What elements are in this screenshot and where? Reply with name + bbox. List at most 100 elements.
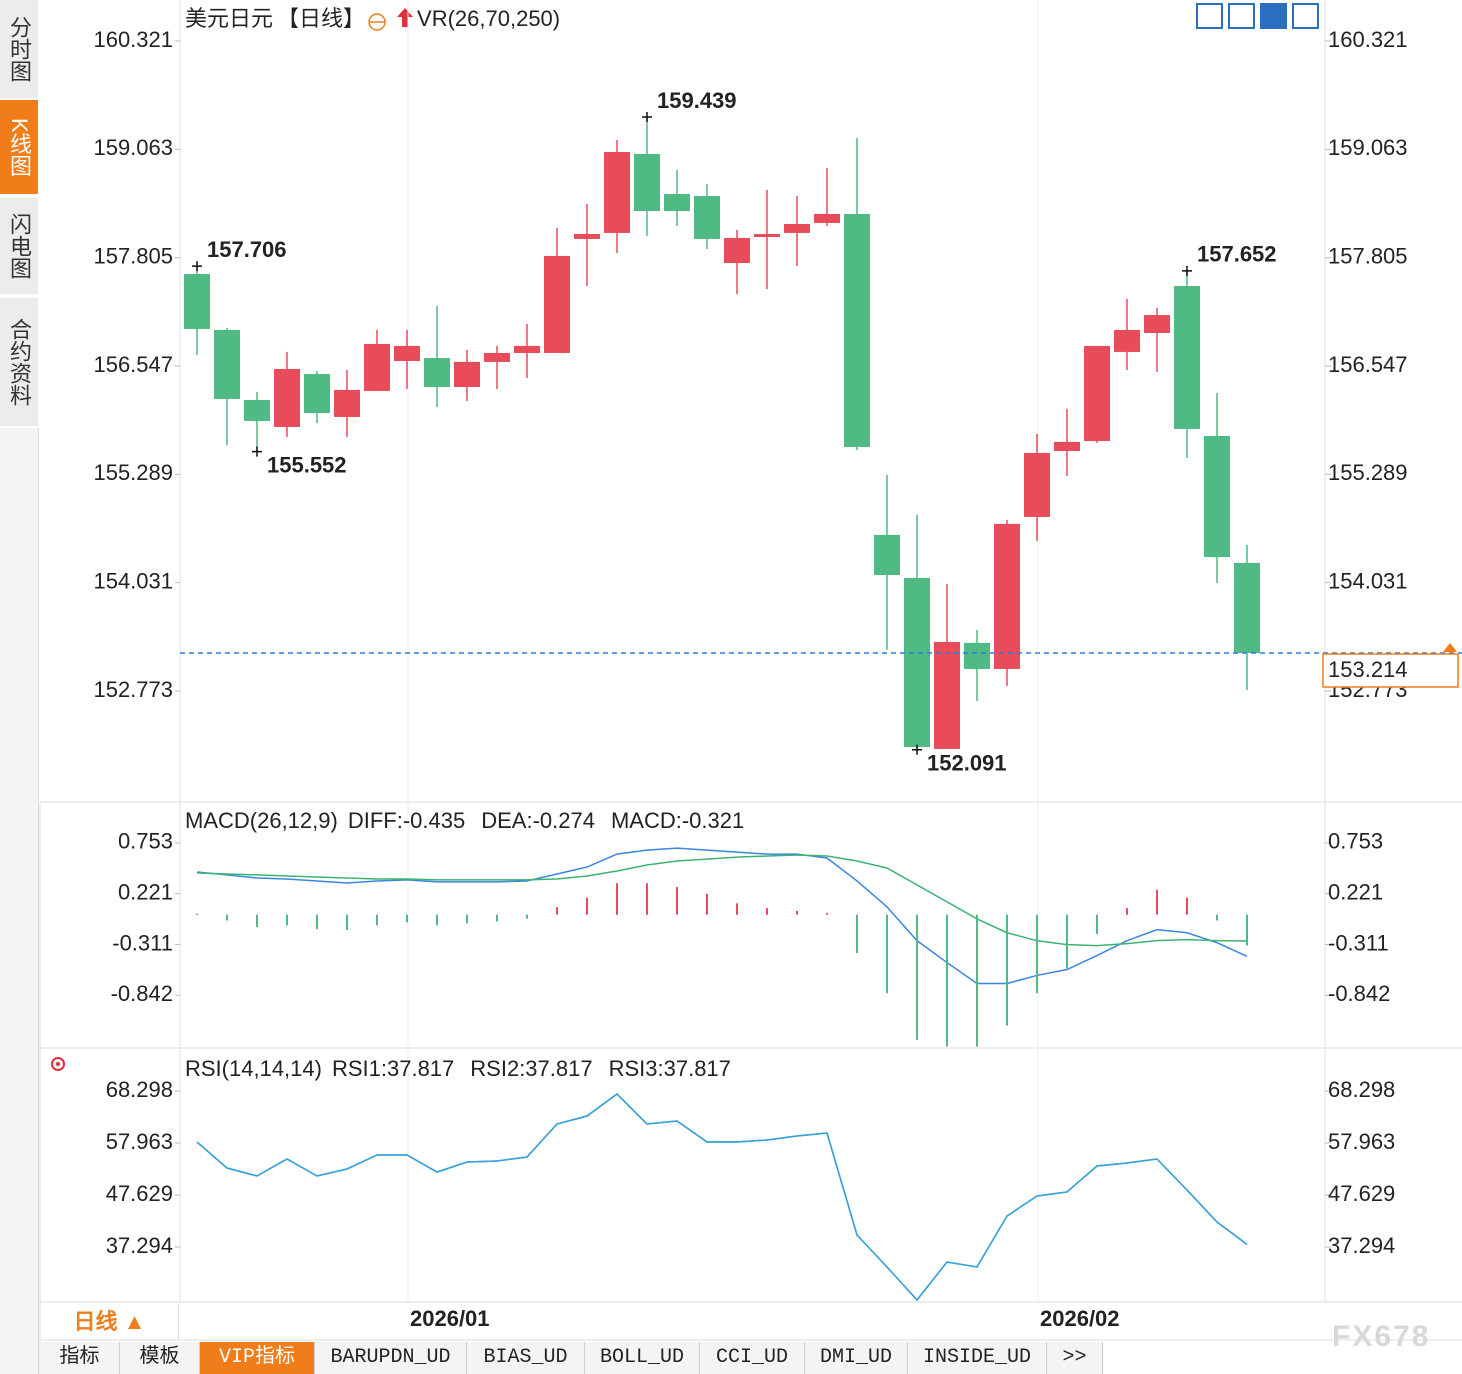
current-price-box [1322, 653, 1459, 688]
tab[interactable]: >> [1047, 1342, 1103, 1374]
extreme-label: 155.552 [267, 452, 347, 477]
candle-body [874, 534, 900, 575]
tab[interactable]: BARUPDN_UD [315, 1342, 467, 1374]
y-tick-label: 57.963 [1328, 1129, 1395, 1154]
y-tick-label: 0.753 [1328, 829, 1383, 854]
extreme-marker [912, 744, 922, 755]
rsi-line [196, 1093, 1248, 1302]
candle-body [1054, 441, 1080, 451]
candle-body [1234, 562, 1260, 654]
candle-body [304, 373, 330, 414]
legend-entry: DIFF:-0.435 [348, 808, 465, 833]
tab[interactable]: VIP指标 [200, 1342, 315, 1374]
settings-icon[interactable] [51, 1057, 65, 1071]
extreme-marker [252, 446, 262, 457]
indicator-label: VR(26,70,250) [417, 6, 560, 31]
extreme-label: 157.652 [1197, 242, 1277, 267]
y-tick-label: 154.031 [1328, 568, 1408, 593]
y-tick-label: 157.805 [1328, 243, 1408, 268]
period-label: 【日线】 [277, 6, 365, 31]
extreme-label: 159.439 [657, 88, 737, 113]
sidebar-fill [0, 428, 39, 1374]
tab[interactable]: INSIDE_UD [908, 1342, 1047, 1374]
sidebar-tab[interactable]: K线图 [0, 100, 38, 196]
candle-body [544, 255, 570, 353]
toolbar[interactable] [1196, 3, 1319, 29]
candle-body [784, 223, 810, 233]
tab[interactable]: CCI_UD [700, 1342, 805, 1374]
y-tick-label: 68.298 [1328, 1077, 1395, 1102]
y-tick-label: -0.842 [111, 981, 173, 1006]
legend-entry: MACD:-0.321 [611, 808, 744, 833]
price-arrow [1443, 643, 1457, 652]
candle-body [514, 345, 540, 353]
settings-icon-dot [56, 1062, 60, 1066]
candle-body [484, 352, 510, 362]
y-tick-label: 154.031 [93, 568, 173, 593]
extreme-marker [642, 111, 652, 122]
y-tick-label: 160.321 [1328, 27, 1408, 52]
y-tick-label: 0.221 [118, 879, 173, 904]
y-tick-label: -0.311 [112, 930, 173, 955]
tool-icon[interactable] [1292, 3, 1319, 29]
candle-body [754, 233, 780, 237]
candle-body [634, 153, 660, 211]
candle-body [364, 343, 390, 391]
candle-body [814, 213, 840, 223]
legend-entry: DEA:-0.274 [481, 808, 595, 833]
candle-body [724, 237, 750, 263]
candle-body [994, 523, 1020, 669]
tab[interactable]: BIAS_UD [467, 1342, 585, 1374]
y-tick-label: 152.773 [93, 677, 173, 702]
y-tick-label: 160.321 [93, 27, 173, 52]
indicator-line [196, 854, 1248, 947]
y-tick-label: 159.063 [1328, 135, 1408, 160]
y-tick-label: -0.311 [1328, 930, 1389, 955]
tab[interactable]: BOLL_UD [585, 1342, 700, 1374]
y-tick-label: -0.842 [1328, 981, 1390, 1006]
tab[interactable]: DMI_UD [805, 1342, 908, 1374]
y-tick-label: 155.289 [93, 460, 173, 485]
legend-entry: RSI1:37.817 [332, 1056, 454, 1081]
candle-body [1084, 345, 1110, 441]
candle-body [244, 400, 270, 421]
legend-entry: RSI3:37.817 [609, 1056, 731, 1081]
candle-body [964, 642, 990, 669]
rsi-line [196, 1093, 1248, 1302]
y-tick-label: 68.298 [106, 1077, 173, 1102]
sidebar-tab[interactable]: 分时图 [0, 0, 38, 100]
candle-body [394, 345, 420, 361]
legend-title: MACD(26,12,9) [185, 808, 338, 833]
candle-body [334, 389, 360, 417]
chart-title: 美元日元 [185, 6, 273, 31]
rsi-line [196, 1093, 1248, 1302]
extreme-label: 152.091 [927, 751, 1007, 776]
legend-entry: RSI2:37.817 [470, 1056, 592, 1081]
candle-body [454, 361, 480, 387]
candle-body [904, 577, 930, 747]
tab[interactable]: 指标 [40, 1342, 120, 1374]
extreme-label: 157.706 [207, 237, 287, 262]
indicator-arrow [397, 8, 414, 27]
tab[interactable]: 模板 [120, 1342, 200, 1374]
candle-body [184, 274, 210, 329]
period-button[interactable]: 日线 ▲ [41, 1304, 179, 1340]
candle-body [694, 195, 720, 239]
tool-icon[interactable] [1196, 3, 1223, 29]
legend-title: RSI(14,14,14) [185, 1056, 322, 1081]
y-tick-label: 47.629 [1328, 1181, 1395, 1206]
y-tick-label: 37.294 [106, 1233, 173, 1258]
tool-icon[interactable] [1228, 3, 1255, 29]
y-tick-label: 0.221 [1328, 879, 1383, 904]
y-tick-label: 57.963 [106, 1129, 173, 1154]
candle-body [1144, 315, 1170, 334]
sidebar-tab[interactable]: 闪电图 [0, 198, 38, 296]
sidebar-tab[interactable]: 合约资料 [0, 298, 38, 428]
y-tick-label: 159.063 [93, 135, 173, 160]
y-tick-label: 37.294 [1328, 1233, 1395, 1258]
indicator-line [196, 847, 1248, 985]
tool-icon[interactable] [1260, 3, 1287, 29]
extreme-marker [192, 261, 202, 272]
